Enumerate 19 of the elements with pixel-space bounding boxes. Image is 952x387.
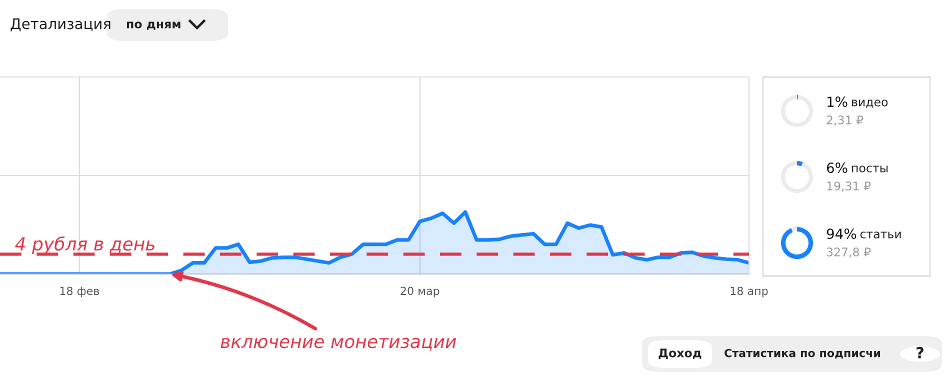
text: Статистика по подписчи: [724, 348, 880, 359]
data-label: 1%: [828, 96, 848, 108]
category-label: видео: [852, 100, 888, 108]
x-tick-label: 18 фев: [60, 286, 100, 298]
x-tick-label: 20 мар: [400, 286, 440, 298]
text: Детализация: [10, 18, 110, 32]
text: 19,31 ₽: [827, 181, 871, 192]
data-label: 6%: [826, 162, 848, 174]
category-label: посты: [852, 166, 888, 172]
ref-line-label: 4 рубля в день: [15, 236, 154, 254]
text: Доход: [658, 348, 702, 360]
data-label: 94%: [826, 228, 856, 240]
annotation: включение монетизации: [220, 338, 456, 350]
text: по дням: [126, 22, 180, 30]
text: 327,8 ₽: [826, 247, 871, 258]
x-tick-label: 18 апр: [730, 286, 768, 298]
text: ?: [916, 346, 924, 358]
category-label: статьи: [860, 232, 901, 238]
text: 2,31 ₽: [826, 115, 864, 126]
